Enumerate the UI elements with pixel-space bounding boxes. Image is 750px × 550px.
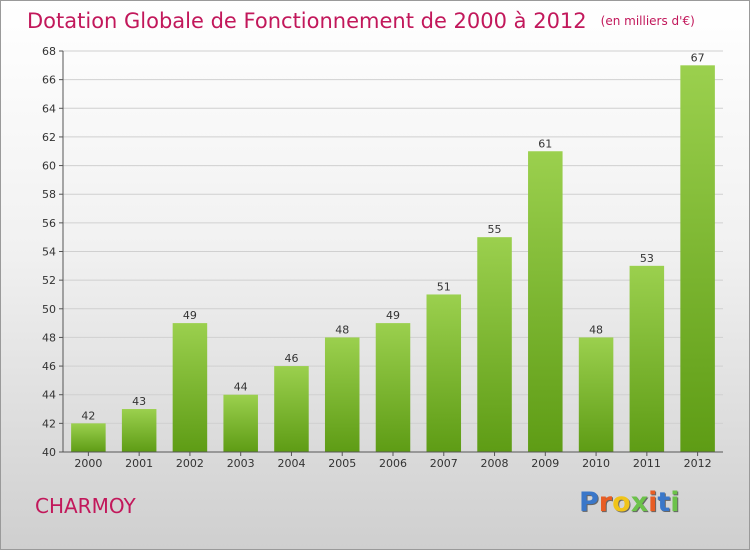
bar-2006	[375, 323, 411, 452]
logo-letter: x	[630, 487, 649, 518]
bar-2004	[274, 366, 309, 452]
bar-2012	[680, 65, 715, 453]
logo-letter: o	[612, 487, 631, 518]
x-tick-label: 2000	[74, 457, 102, 470]
chart-unit: (en milliers d'€)	[600, 14, 695, 28]
data-label: 48	[335, 323, 349, 336]
town-name: CHARMOY	[35, 494, 136, 518]
data-label: 49	[386, 309, 400, 322]
y-tick-label: 44	[42, 389, 56, 402]
data-label: 55	[488, 223, 502, 236]
x-tick-label: 2006	[379, 457, 407, 470]
y-tick-label: 64	[42, 102, 56, 115]
bar-2009	[528, 151, 563, 452]
data-label: 48	[589, 323, 603, 336]
y-tick-label: 58	[42, 188, 56, 201]
x-tick-label: 2001	[125, 457, 153, 470]
x-tick-label: 2011	[633, 457, 661, 470]
axes	[59, 50, 723, 456]
bar-2011	[629, 265, 665, 452]
y-tick-label: 54	[42, 246, 56, 259]
x-tick-label: 2005	[328, 457, 356, 470]
y-tick-label: 66	[42, 74, 56, 87]
y-tick-label: 56	[42, 217, 56, 230]
bar-2007	[426, 294, 462, 452]
logo-letter: r	[598, 487, 613, 518]
chart-title-text: Dotation Globale de Fonctionnement de 20…	[27, 9, 587, 33]
y-tick-label: 52	[42, 274, 56, 287]
y-tick-label: 48	[42, 331, 56, 344]
x-tick-label: 2012	[684, 457, 712, 470]
logo-letter: i	[648, 487, 658, 518]
x-tick-label: 2009	[531, 457, 559, 470]
x-tick-label: 2010	[582, 457, 610, 470]
y-tick-label: 42	[42, 417, 56, 430]
bars	[71, 65, 715, 453]
data-label: 44	[234, 381, 248, 394]
logo-letter: t	[657, 487, 671, 518]
x-tick-label: 2007	[430, 457, 458, 470]
data-label: 51	[437, 280, 451, 293]
y-tick-label: 46	[42, 360, 56, 373]
x-tick-label: 2002	[176, 457, 204, 470]
proxiti-logo[interactable]: Proxiti	[579, 487, 680, 518]
bar-2001	[121, 409, 157, 452]
data-label: 67	[691, 51, 705, 64]
logo-letter: P	[579, 487, 599, 518]
bar-2008	[477, 237, 512, 452]
bar-2005	[324, 337, 360, 452]
data-label: 43	[132, 395, 146, 408]
bar-2002	[172, 323, 208, 452]
data-label: 49	[183, 309, 197, 322]
data-label: 53	[640, 252, 654, 265]
logo-letter: i	[670, 487, 680, 518]
y-tick-label: 40	[42, 446, 56, 459]
x-tick-label: 2003	[227, 457, 255, 470]
x-tick-label: 2004	[277, 457, 305, 470]
x-tick-label: 2008	[481, 457, 509, 470]
y-tick-label: 60	[42, 160, 56, 173]
data-label: 46	[284, 352, 298, 365]
bar-2010	[578, 337, 614, 452]
data-label: 61	[538, 137, 552, 150]
chart-title: Dotation Globale de Fonctionnement de 20…	[27, 9, 695, 33]
data-label: 42	[81, 409, 95, 422]
y-tick-label: 50	[42, 303, 56, 316]
y-tick-label: 62	[42, 131, 56, 144]
y-tick-label: 68	[42, 45, 56, 58]
bar-2000	[71, 423, 106, 452]
bar-2003	[223, 394, 258, 452]
labels: 40 42 44 46 48 50 52 54 56 58 60 62 64 66 68 2000 42 2001…	[42, 45, 712, 470]
